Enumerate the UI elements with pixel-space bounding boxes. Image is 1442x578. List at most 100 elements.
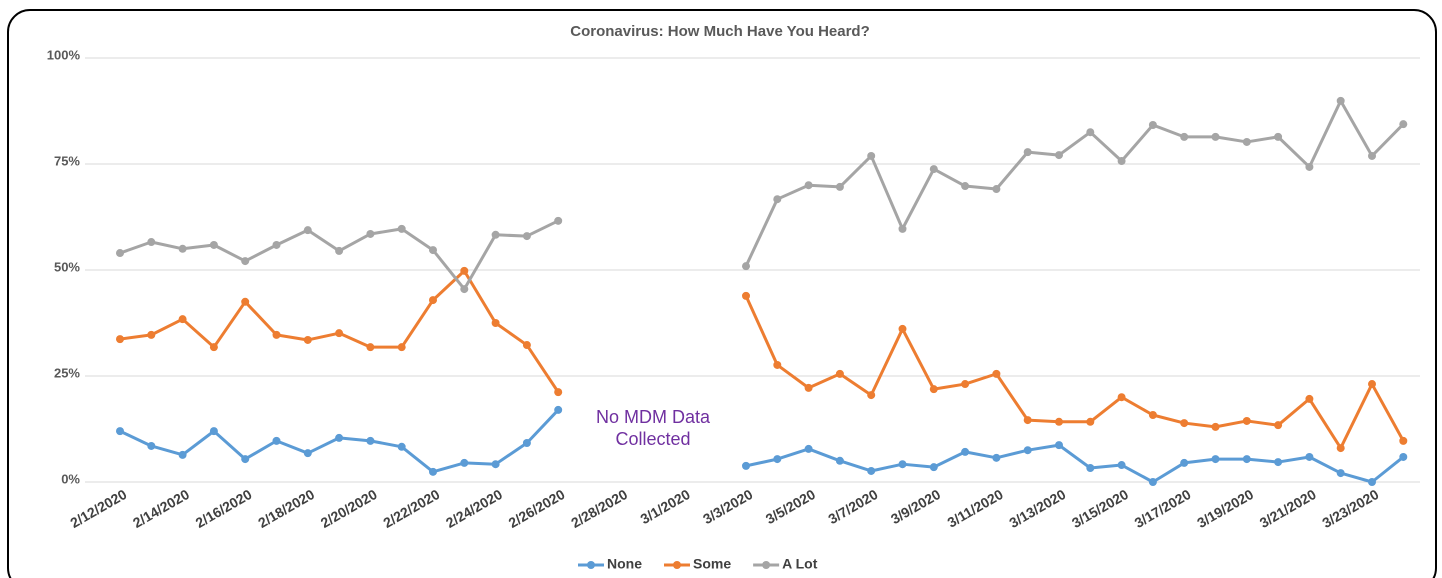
point bbox=[116, 249, 124, 258]
point bbox=[522, 232, 531, 241]
point bbox=[742, 262, 750, 271]
point bbox=[1274, 421, 1283, 430]
point bbox=[1242, 137, 1251, 146]
legend-label: None bbox=[607, 556, 642, 572]
point bbox=[116, 335, 124, 344]
point bbox=[178, 450, 187, 459]
point bbox=[1368, 151, 1376, 160]
point bbox=[460, 266, 469, 275]
point bbox=[209, 240, 218, 249]
point bbox=[303, 449, 312, 458]
legend-label: A Lot bbox=[782, 556, 818, 572]
point bbox=[835, 456, 844, 465]
point bbox=[303, 335, 312, 344]
point bbox=[898, 224, 907, 233]
point bbox=[366, 229, 375, 238]
point bbox=[961, 447, 970, 456]
y-tick-label: 25% bbox=[54, 365, 80, 380]
point bbox=[335, 329, 344, 338]
point bbox=[929, 463, 938, 472]
point bbox=[773, 360, 782, 369]
point bbox=[147, 441, 156, 450]
point bbox=[491, 319, 500, 327]
y-tick-label: 0% bbox=[61, 471, 80, 486]
point bbox=[554, 216, 563, 225]
point bbox=[992, 185, 1001, 194]
point bbox=[867, 151, 876, 160]
point bbox=[1242, 455, 1251, 464]
point bbox=[1368, 380, 1376, 389]
point bbox=[1399, 436, 1408, 445]
legend-marker bbox=[762, 561, 771, 569]
point bbox=[992, 453, 1001, 462]
point bbox=[335, 246, 344, 255]
point bbox=[1305, 162, 1314, 171]
point bbox=[773, 195, 782, 204]
point bbox=[742, 291, 750, 300]
point bbox=[554, 405, 563, 414]
point bbox=[272, 436, 281, 445]
legend-label: Some bbox=[693, 556, 731, 572]
point bbox=[522, 341, 531, 350]
point bbox=[1117, 461, 1126, 470]
point bbox=[1336, 96, 1345, 105]
point bbox=[554, 388, 563, 397]
point bbox=[898, 324, 907, 333]
point bbox=[241, 455, 250, 464]
point bbox=[1211, 132, 1220, 141]
point bbox=[1055, 417, 1063, 426]
point bbox=[1211, 455, 1220, 464]
point bbox=[1148, 120, 1157, 129]
point bbox=[1180, 132, 1189, 141]
point bbox=[397, 343, 406, 352]
legend-marker bbox=[673, 561, 681, 569]
point bbox=[178, 315, 187, 324]
point bbox=[929, 165, 938, 174]
frame bbox=[7, 9, 1437, 578]
point bbox=[178, 244, 187, 253]
point bbox=[804, 444, 813, 453]
point bbox=[335, 433, 344, 442]
point bbox=[1399, 120, 1408, 129]
point bbox=[429, 296, 437, 305]
point bbox=[742, 461, 750, 470]
point bbox=[1055, 151, 1063, 160]
chart-title: Coronavirus: How Much Have You Heard? bbox=[570, 23, 870, 40]
point bbox=[961, 182, 970, 191]
point bbox=[116, 427, 124, 436]
point bbox=[366, 436, 375, 445]
point bbox=[397, 224, 406, 233]
point bbox=[929, 385, 938, 394]
point bbox=[1336, 444, 1345, 453]
point bbox=[209, 343, 218, 352]
point bbox=[491, 460, 500, 469]
point bbox=[1305, 452, 1314, 461]
point bbox=[1211, 422, 1220, 431]
point bbox=[147, 238, 156, 247]
point bbox=[1336, 469, 1345, 478]
legend-marker bbox=[587, 561, 595, 569]
point bbox=[209, 427, 218, 436]
point bbox=[272, 240, 281, 249]
point bbox=[867, 391, 876, 400]
point bbox=[804, 181, 813, 190]
point bbox=[898, 460, 907, 469]
point bbox=[1023, 416, 1032, 425]
point bbox=[961, 380, 970, 389]
point bbox=[460, 458, 469, 467]
point bbox=[397, 442, 406, 451]
point bbox=[241, 297, 250, 306]
point bbox=[1086, 417, 1095, 426]
point bbox=[1305, 394, 1314, 403]
point bbox=[147, 330, 156, 339]
point bbox=[1148, 478, 1157, 486]
point bbox=[429, 467, 437, 476]
point bbox=[1117, 157, 1126, 166]
point bbox=[522, 438, 531, 447]
point bbox=[1023, 148, 1032, 157]
y-tick-label: 100% bbox=[47, 47, 81, 62]
point bbox=[1055, 441, 1063, 450]
point bbox=[1180, 419, 1189, 428]
